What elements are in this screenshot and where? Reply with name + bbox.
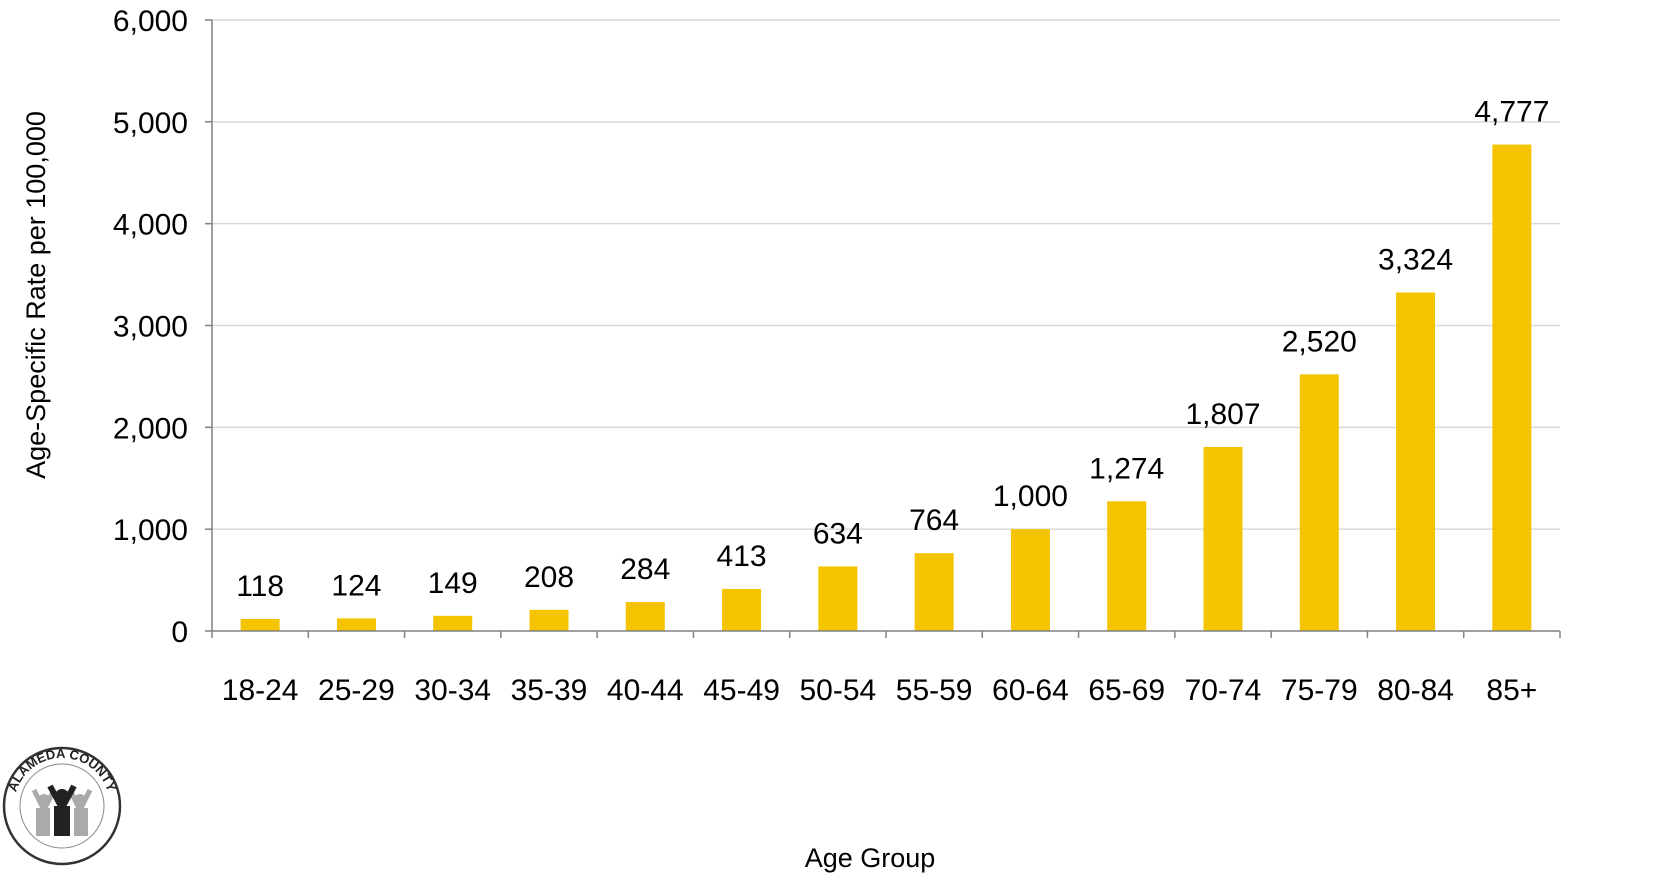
axes — [205, 19, 1561, 638]
y-tick-label: 6,000 — [113, 5, 188, 38]
x-tick-label: 80-84 — [1377, 674, 1454, 707]
data-label: 4,777 — [1474, 96, 1549, 129]
labels: 0 1,000 2,000 3,000 4,000 5,000 6,000 118 18-24 1… — [113, 5, 1549, 707]
bar — [625, 602, 665, 631]
data-label: 284 — [620, 553, 670, 586]
data-label: 118 — [236, 570, 284, 603]
y-tick-label: 1,000 — [113, 514, 188, 547]
y-tick-label: 3,000 — [113, 311, 188, 344]
bar — [722, 588, 762, 631]
y-tick-label: 2,000 — [113, 412, 188, 445]
data-label: 124 — [331, 569, 381, 602]
bar — [1203, 446, 1243, 631]
bar — [1396, 292, 1436, 631]
x-tick-label: 18-24 — [222, 674, 299, 707]
bar — [1299, 374, 1339, 631]
bar — [433, 615, 473, 631]
x-tick-label: 75-79 — [1281, 674, 1358, 707]
people-figures-icon — [31, 784, 93, 836]
x-tick-label: 35-39 — [511, 674, 588, 707]
x-tick-label: 70-74 — [1185, 674, 1262, 707]
data-label: 1,000 — [993, 480, 1068, 513]
y-tick-label: 0 — [171, 616, 188, 649]
x-tick-label: 55-59 — [896, 674, 973, 707]
x-tick-label: 65-69 — [1088, 674, 1165, 707]
bar — [914, 553, 954, 631]
bar — [1010, 529, 1050, 631]
gridlines — [212, 19, 1560, 530]
bar — [336, 618, 376, 631]
data-label: 3,324 — [1378, 244, 1453, 277]
bar — [529, 609, 569, 631]
x-tick-label: 50-54 — [799, 674, 876, 707]
county-logo: ALAMEDA COUNTY — [2, 746, 122, 866]
x-tick-label: 40-44 — [607, 674, 684, 707]
data-label: 149 — [428, 567, 478, 600]
data-label: 1,274 — [1089, 452, 1164, 485]
y-tick-label: 5,000 — [113, 107, 188, 140]
data-label: 208 — [524, 561, 574, 594]
x-axis-title: Age Group — [805, 843, 936, 873]
x-tick-label: 85+ — [1486, 674, 1537, 707]
y-tick-label: 4,000 — [113, 209, 188, 242]
x-tick-label: 25-29 — [318, 674, 395, 707]
data-label: 2,520 — [1282, 325, 1357, 358]
data-label: 1,807 — [1185, 398, 1260, 431]
bars — [240, 144, 1532, 631]
bar — [818, 566, 858, 631]
data-label: 764 — [909, 504, 959, 537]
data-label: 634 — [813, 517, 863, 550]
y-axis-title: Age-Specific Rate per 100,000 — [21, 111, 51, 479]
bar — [1492, 144, 1532, 631]
data-label: 413 — [717, 540, 767, 573]
bar — [1107, 501, 1147, 631]
bar — [240, 618, 280, 631]
x-tick-label: 30-34 — [414, 674, 491, 707]
x-tick-label: 45-49 — [703, 674, 780, 707]
x-tick-label: 60-64 — [992, 674, 1069, 707]
